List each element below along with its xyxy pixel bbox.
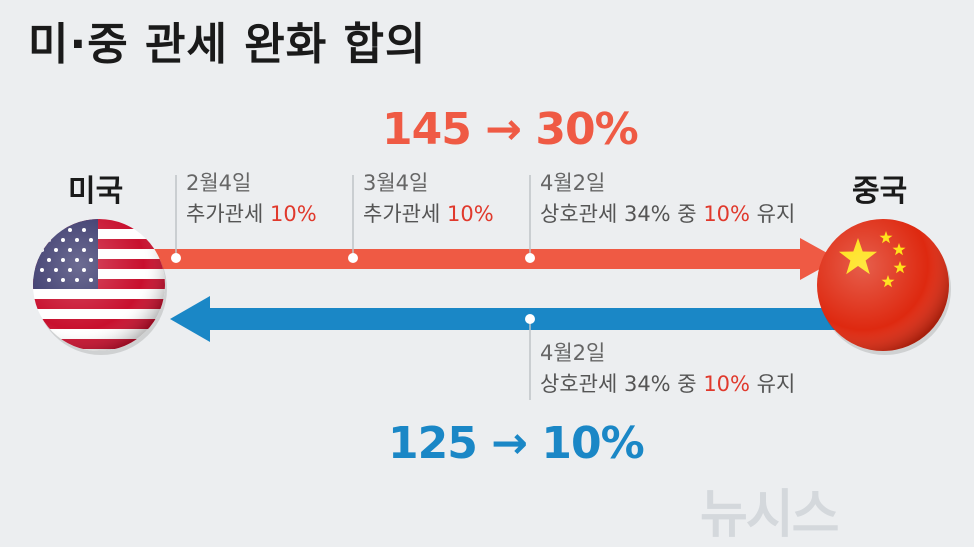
event-date: 4월2일	[540, 171, 606, 195]
event-suffix: 유지	[750, 202, 796, 226]
us-event-3: 4월2일 상호관세 34% 중 10% 유지	[540, 168, 795, 230]
event-highlight: 10%	[446, 202, 494, 226]
event-highlight: 10%	[269, 202, 317, 226]
event-text: 추가관세	[186, 202, 270, 226]
us-event-markers	[171, 175, 535, 263]
china-to-us-arrow	[170, 296, 845, 342]
event-text: 추가관세	[363, 202, 447, 226]
us-to-china-arrow	[150, 238, 838, 280]
event-date: 4월2일	[540, 341, 606, 365]
us-flag-icon	[33, 219, 167, 355]
china-rate-change: 125 → 10%	[388, 418, 645, 469]
us-event-2: 3월4일 추가관세 10%	[363, 168, 494, 230]
china-label: 중국	[852, 174, 908, 209]
china-flag-icon	[817, 219, 951, 355]
event-highlight: 10%	[703, 372, 750, 396]
event-date: 3월4일	[363, 171, 429, 195]
page-title: 미·중 관세 완화 합의	[28, 19, 427, 70]
event-date: 2월4일	[186, 171, 252, 195]
watermark-logo: 뉴시스	[700, 485, 840, 545]
us-rate-change: 145 → 30%	[382, 104, 639, 155]
event-text: 상호관세 34% 중	[540, 372, 704, 396]
us-event-1: 2월4일 추가관세 10%	[186, 168, 317, 230]
china-event-markers	[525, 314, 535, 400]
us-label: 미국	[68, 174, 124, 209]
event-highlight: 10%	[703, 202, 750, 226]
china-event-1: 4월2일 상호관세 34% 중 10% 유지	[540, 338, 795, 400]
event-suffix: 유지	[750, 372, 796, 396]
event-text: 상호관세 34% 중	[540, 202, 704, 226]
